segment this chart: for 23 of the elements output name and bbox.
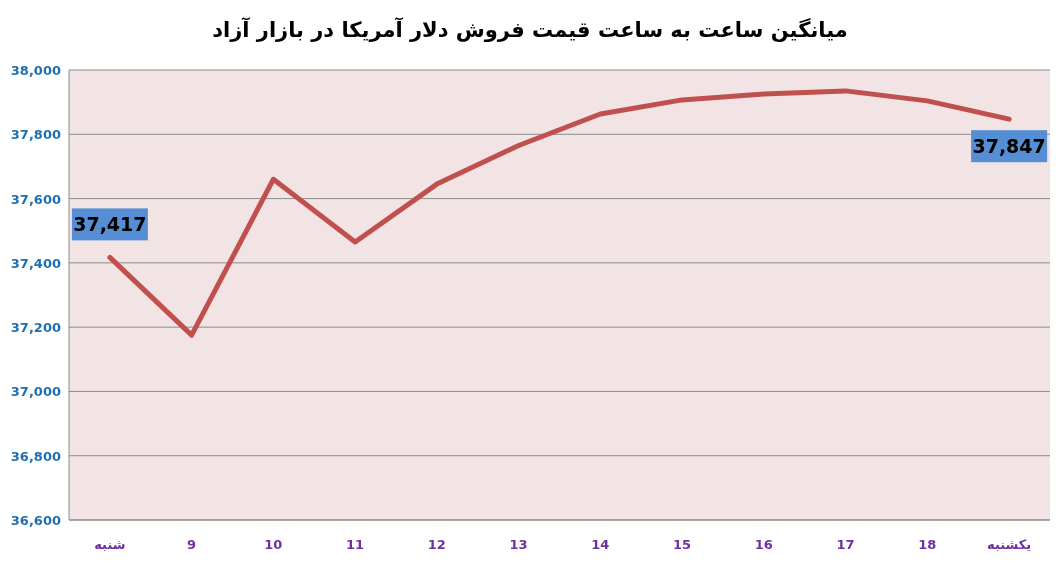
x-tick-label: شنبه bbox=[94, 537, 126, 552]
x-tick-label: 14 bbox=[591, 537, 610, 552]
y-tick-label: 37,400 bbox=[10, 255, 61, 271]
x-tick-label: 18 bbox=[918, 537, 937, 552]
x-tick-label: 17 bbox=[836, 537, 855, 552]
x-tick-label: 9 bbox=[187, 537, 197, 552]
x-tick-label: 15 bbox=[673, 537, 692, 552]
x-tick-label: 13 bbox=[509, 537, 528, 552]
data-label: 37,847 bbox=[972, 135, 1046, 158]
y-tick-label: 37,200 bbox=[10, 320, 61, 336]
y-tick-label: 36,800 bbox=[10, 448, 61, 464]
y-tick-label: 37,800 bbox=[10, 127, 61, 143]
y-tick-label: 37,600 bbox=[10, 191, 61, 207]
x-tick-label: 12 bbox=[427, 537, 446, 552]
data-label: 37,417 bbox=[73, 213, 147, 236]
x-tick-label: 16 bbox=[754, 537, 773, 552]
y-tick-label: 38,000 bbox=[10, 63, 61, 78]
x-tick-label: 10 bbox=[264, 537, 283, 552]
x-tick-label: یکشنبه bbox=[987, 537, 1032, 552]
y-tick-label: 36,600 bbox=[10, 513, 61, 528]
y-tick-label: 37,000 bbox=[10, 384, 61, 400]
x-tick-label: 11 bbox=[346, 537, 365, 552]
chart-title: میانگین ساعت به ساعت قیمت فروش دلار آمریکا در بازار آزاد bbox=[212, 17, 848, 42]
